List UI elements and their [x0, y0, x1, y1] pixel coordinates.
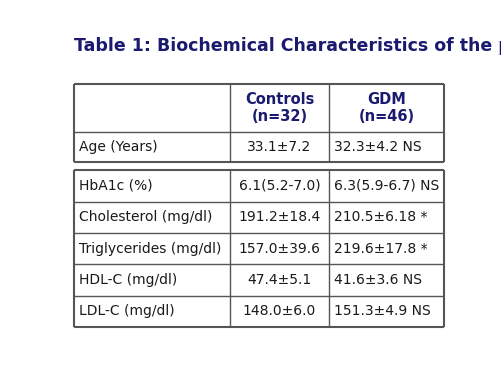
Text: 148.0±6.0: 148.0±6.0	[242, 304, 316, 318]
Text: 6.3(5.9-6.7) NS: 6.3(5.9-6.7) NS	[334, 179, 438, 193]
Text: 33.1±7.2: 33.1±7.2	[247, 140, 311, 154]
Text: LDL-C (mg/dl): LDL-C (mg/dl)	[79, 304, 174, 318]
Text: HbA1c (%): HbA1c (%)	[79, 179, 152, 193]
Text: 219.6±17.8 *: 219.6±17.8 *	[334, 242, 427, 255]
Text: Age (Years): Age (Years)	[79, 140, 157, 154]
Text: 151.3±4.9 NS: 151.3±4.9 NS	[334, 304, 430, 318]
Text: 210.5±6.18 *: 210.5±6.18 *	[334, 210, 427, 224]
Text: Controls
(n=32): Controls (n=32)	[244, 92, 314, 124]
Text: GDM
(n=46): GDM (n=46)	[358, 92, 414, 124]
Text: HDL-C (mg/dl): HDL-C (mg/dl)	[79, 273, 177, 287]
Text: 47.4±5.1: 47.4±5.1	[247, 273, 311, 287]
Text: Cholesterol (mg/dl): Cholesterol (mg/dl)	[79, 210, 212, 224]
Text: 32.3±4.2 NS: 32.3±4.2 NS	[334, 140, 421, 154]
Text: 157.0±39.6: 157.0±39.6	[238, 242, 320, 255]
Text: 6.1(5.2-7.0): 6.1(5.2-7.0)	[238, 179, 320, 193]
Text: Triglycerides (mg/dl): Triglycerides (mg/dl)	[79, 242, 221, 255]
Text: Table 1: Biochemical Characteristics of the patients: Table 1: Biochemical Characteristics of …	[74, 37, 501, 55]
Text: 191.2±18.4: 191.2±18.4	[238, 210, 320, 224]
Text: 41.6±3.6 NS: 41.6±3.6 NS	[334, 273, 421, 287]
